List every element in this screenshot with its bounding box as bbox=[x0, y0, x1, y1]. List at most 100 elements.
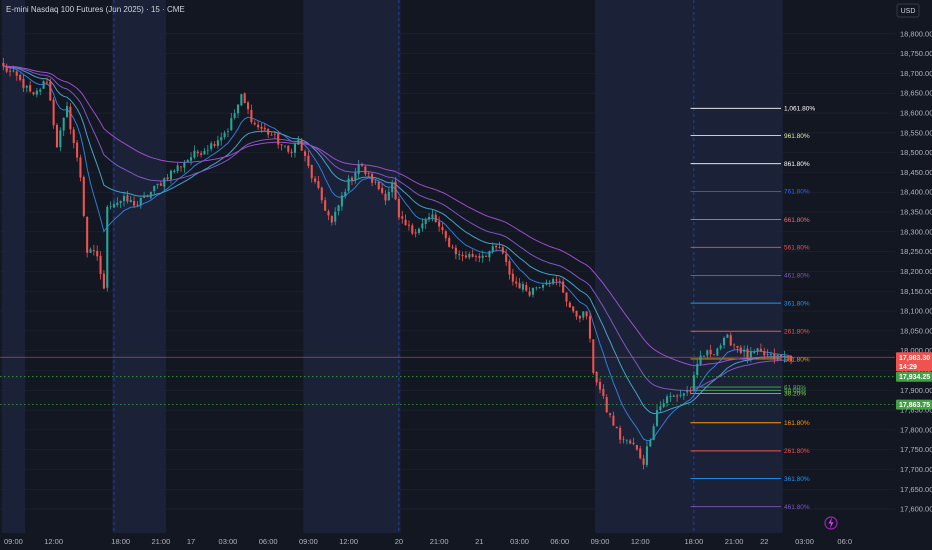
candle[interactable] bbox=[588, 311, 592, 343]
candle[interactable] bbox=[89, 247, 92, 253]
candle[interactable] bbox=[324, 197, 327, 211]
candle[interactable] bbox=[491, 242, 494, 254]
candle[interactable] bbox=[743, 345, 746, 358]
candle[interactable] bbox=[293, 143, 297, 158]
candle[interactable] bbox=[428, 212, 431, 222]
candle[interactable] bbox=[2, 57, 5, 71]
candle[interactable] bbox=[9, 66, 12, 77]
candle[interactable] bbox=[508, 258, 511, 280]
candle[interactable] bbox=[193, 145, 196, 160]
candle[interactable] bbox=[598, 378, 602, 394]
candle[interactable] bbox=[297, 136, 300, 145]
candle[interactable] bbox=[441, 222, 444, 235]
candle[interactable] bbox=[183, 160, 186, 173]
candle[interactable] bbox=[649, 438, 652, 448]
candle[interactable] bbox=[303, 149, 307, 162]
candle[interactable] bbox=[250, 104, 253, 125]
candle[interactable] bbox=[179, 166, 183, 172]
candle[interactable] bbox=[424, 217, 427, 229]
candle[interactable] bbox=[605, 394, 608, 413]
candle[interactable] bbox=[565, 292, 568, 307]
candle[interactable] bbox=[92, 244, 95, 256]
candle[interactable] bbox=[49, 78, 52, 102]
candle[interactable] bbox=[273, 130, 276, 139]
candle[interactable] bbox=[66, 101, 69, 119]
candle[interactable] bbox=[609, 412, 612, 418]
candle[interactable] bbox=[733, 343, 736, 350]
candle[interactable] bbox=[374, 179, 377, 185]
candle[interactable] bbox=[679, 389, 682, 398]
candle[interactable] bbox=[726, 333, 729, 339]
candle[interactable] bbox=[133, 196, 136, 208]
candle[interactable] bbox=[96, 245, 99, 261]
candle[interactable] bbox=[485, 254, 488, 257]
candle[interactable] bbox=[357, 159, 360, 180]
candle[interactable] bbox=[501, 244, 504, 255]
candle[interactable] bbox=[444, 229, 447, 242]
candle[interactable] bbox=[729, 332, 732, 346]
candle[interactable] bbox=[595, 371, 598, 386]
candle[interactable] bbox=[471, 249, 474, 258]
candle[interactable] bbox=[632, 437, 635, 446]
candle[interactable] bbox=[548, 279, 551, 287]
candle[interactable] bbox=[451, 244, 454, 250]
candle[interactable] bbox=[267, 128, 270, 138]
candle[interactable] bbox=[337, 204, 340, 216]
candle[interactable] bbox=[42, 80, 45, 89]
candle[interactable] bbox=[723, 336, 726, 349]
candle[interactable] bbox=[739, 345, 742, 355]
candle[interactable] bbox=[407, 220, 410, 231]
candle[interactable] bbox=[19, 73, 22, 82]
candle[interactable] bbox=[736, 345, 739, 353]
candle[interactable] bbox=[434, 211, 437, 223]
candle[interactable] bbox=[622, 436, 625, 444]
candle[interactable] bbox=[166, 173, 169, 181]
candle[interactable] bbox=[116, 197, 119, 208]
price-axis[interactable]: 18,800.00 18,750.00 18,700.00 18,650.00 18,6… bbox=[895, 0, 932, 550]
candle[interactable] bbox=[655, 405, 659, 428]
candle[interactable] bbox=[146, 194, 149, 198]
candle[interactable] bbox=[176, 163, 179, 174]
candle[interactable] bbox=[119, 200, 122, 209]
candle[interactable] bbox=[32, 91, 35, 96]
candle[interactable] bbox=[662, 399, 665, 409]
candle[interactable] bbox=[236, 104, 240, 118]
candle[interactable] bbox=[773, 348, 776, 364]
candle[interactable] bbox=[417, 227, 421, 235]
candle[interactable] bbox=[159, 181, 162, 186]
candle[interactable] bbox=[541, 283, 545, 291]
candle[interactable] bbox=[203, 147, 206, 155]
candle[interactable] bbox=[682, 392, 685, 400]
candle[interactable] bbox=[719, 343, 722, 351]
candle[interactable] bbox=[76, 139, 79, 162]
candle[interactable] bbox=[39, 87, 42, 96]
candle[interactable] bbox=[749, 346, 752, 363]
candle[interactable] bbox=[206, 145, 209, 155]
candle[interactable] bbox=[384, 189, 387, 206]
candle[interactable] bbox=[310, 164, 313, 183]
candle[interactable] bbox=[112, 200, 116, 209]
candle[interactable] bbox=[59, 127, 62, 152]
candle[interactable] bbox=[431, 209, 434, 222]
candle[interactable] bbox=[689, 387, 692, 395]
candle[interactable] bbox=[642, 454, 645, 470]
candle[interactable] bbox=[521, 281, 524, 293]
candle[interactable] bbox=[474, 254, 478, 262]
candle[interactable] bbox=[585, 311, 588, 320]
candle[interactable] bbox=[464, 251, 467, 259]
candle[interactable] bbox=[69, 103, 72, 135]
candle[interactable] bbox=[210, 141, 213, 152]
candle[interactable] bbox=[163, 177, 166, 191]
candle[interactable] bbox=[334, 207, 337, 226]
candle[interactable] bbox=[535, 286, 538, 291]
candle[interactable] bbox=[391, 179, 394, 198]
candle[interactable] bbox=[525, 281, 528, 292]
candle[interactable] bbox=[562, 278, 565, 294]
candle[interactable] bbox=[615, 426, 618, 429]
fibonacci-extension[interactable]: 1,061.80% 961.80% 861.80% 761.80% 661.80% 561… bbox=[690, 106, 816, 511]
candle[interactable] bbox=[136, 201, 139, 207]
candle[interactable] bbox=[766, 349, 769, 357]
candle[interactable] bbox=[676, 393, 679, 402]
currency-badge[interactable] bbox=[896, 3, 920, 18]
